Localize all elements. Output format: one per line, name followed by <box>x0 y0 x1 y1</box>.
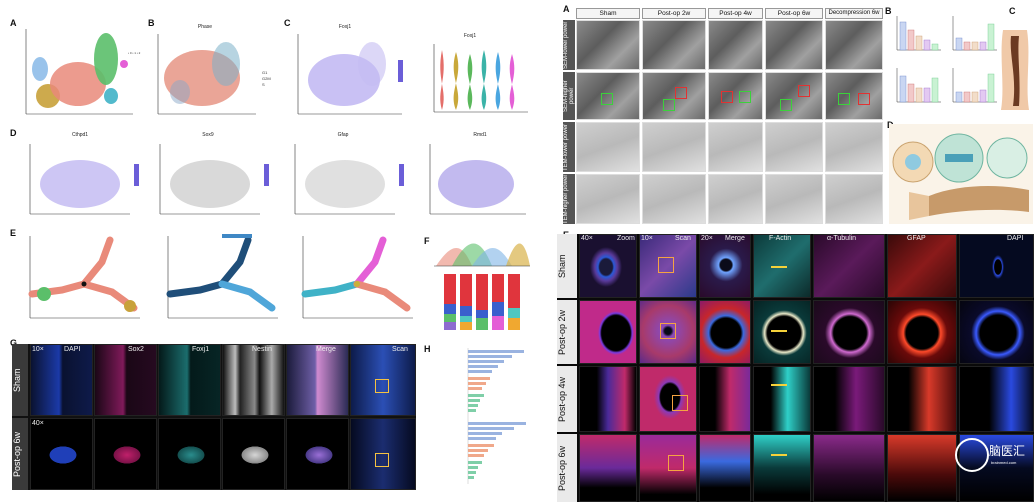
panel-label-g: G <box>10 338 18 348</box>
watermark-logo: 脑医汇 brainmed.com <box>955 434 1031 480</box>
b-bar-chart-3 <box>896 68 941 103</box>
phase-legend: G1 G2M S <box>262 70 271 88</box>
d-title-1: Cthpd1 <box>71 132 89 138</box>
umap-foxj1-plot <box>297 34 403 115</box>
e-col-zoom: Zoom <box>617 235 635 242</box>
em-col-sham: Sham <box>576 8 640 19</box>
phase-legend-g1: G1 <box>262 70 268 75</box>
panel-label-c: C <box>284 18 291 28</box>
em-row-sem-lower: SEM-lower power <box>563 20 575 70</box>
e-col-40x: 40× <box>581 235 593 242</box>
em-row-sem-higher: SEM-higher power <box>563 72 575 120</box>
density-plot <box>434 243 530 267</box>
g-col-dapi: DAPI <box>64 346 81 353</box>
e-col-scan: Scan <box>675 235 691 242</box>
panel-label-f: F <box>424 236 430 246</box>
r-panel-label-c: C <box>1009 6 1016 16</box>
g-col-sox2: Sox2 <box>128 346 144 353</box>
trajectory-state-plot <box>301 236 413 319</box>
panel-label-a: A <box>10 18 17 28</box>
em-col-6w: Post-op 6w <box>765 8 823 19</box>
svg-text:• 0 • 1 • 2: • 0 • 1 • 2 <box>128 51 141 55</box>
em-row-tem-lower: TEM-lower power <box>563 122 575 172</box>
em-col-2w: Post-op 2w <box>642 8 706 19</box>
g-row2-mag: 40× <box>32 420 44 427</box>
phase-legend-g2m: G2M <box>262 76 271 81</box>
b-bar-chart-4 <box>952 68 997 103</box>
g-row-sham: Sham <box>12 344 28 416</box>
e-col-tubulin: α-Tubulin <box>827 235 857 242</box>
g-col-foxj1: Foxj1 <box>192 346 210 353</box>
d-title-4: Rmd1 <box>473 132 487 138</box>
violin-plot <box>433 44 528 113</box>
e-col-dapi: DAPI <box>1007 235 1024 242</box>
e-col-20x: 20× <box>701 235 713 242</box>
arrow-icon <box>771 330 787 332</box>
r-panel-label-b: B <box>885 6 892 16</box>
e-col-factin: F-Actin <box>769 235 792 242</box>
d-title-3: Gfap <box>337 132 349 138</box>
umap-gene-3-plot <box>294 144 404 215</box>
e-col-gfap: GFAP <box>907 235 926 242</box>
g-row1-mag: 10× <box>32 346 44 353</box>
right-figure: A Sham Post-op 2w Post-op 4w Post-op 6w … <box>557 0 1034 502</box>
arrow-icon <box>771 384 787 386</box>
spinal-cord-illustration <box>1001 30 1029 110</box>
g-fluorescence-grid: Sham Post-op 6w 10× 40× DAPI Sox2 Foxj1 … <box>12 344 416 490</box>
phase-plot-title: Phase <box>197 24 213 30</box>
watermark-en: brainmed.com <box>991 460 1017 465</box>
neural-canal-illustration <box>889 124 1033 224</box>
go-enrichment-bar-plot <box>467 348 526 484</box>
em-row-tem-higher: TEM-higher power <box>563 174 575 224</box>
watermark-cn: 脑医汇 <box>989 444 1026 458</box>
stacked-bar-plot <box>444 274 520 330</box>
e-row-6w: Post-op 6w <box>557 434 577 502</box>
d-title-2: Sox9 <box>202 132 214 138</box>
panel-label-h: H <box>424 344 431 354</box>
panel-label-e: E <box>10 228 17 238</box>
b-bar-chart-2 <box>952 16 997 51</box>
left-figure: A B C • 0 • 1 • 2 Phase G1 G2M S Foxj1 F… <box>10 18 530 490</box>
umap-gene-1-plot <box>29 144 139 215</box>
em-col-4w: Post-op 4w <box>708 8 763 19</box>
e-row-4w: Post-op 4w <box>557 366 577 432</box>
b-bar-chart-1 <box>896 16 941 51</box>
trajectory-pseudotime-plot <box>166 234 278 319</box>
g-col-merge: Merge <box>316 346 336 353</box>
g-col-nestin: Nestin <box>252 346 272 353</box>
e-col-10x: 10× <box>641 235 653 242</box>
umap-phase-plot <box>157 34 256 115</box>
g-col-scan: Scan <box>392 346 408 353</box>
r-panel-label-a: A <box>563 4 570 14</box>
umap-clusters-plot: • 0 • 1 • 2 <box>25 29 141 115</box>
trajectory-clusters-plot <box>28 236 140 319</box>
panel-label-b: B <box>148 18 155 28</box>
arrow-icon <box>771 266 787 268</box>
em-col-decompression: Decompression 6w <box>825 8 883 19</box>
e-col-merge: Merge <box>725 235 745 242</box>
arrow-icon <box>771 454 787 456</box>
violin-plot-title: Foxj1 <box>463 33 477 39</box>
umap-gene-4-plot <box>429 144 526 215</box>
umap-gene-2-plot <box>159 144 269 215</box>
foxj1-plot-title: Foxj1 <box>338 24 352 30</box>
e-row-sham: Sham <box>557 234 577 298</box>
e-fluorescence-grid: Sham Post-op 2w Post-op 4w Post-op 6w <box>557 234 1034 502</box>
g-row-postop: Post-op 6w <box>12 418 28 490</box>
phase-legend-s: S <box>262 82 265 87</box>
panel-label-d: D <box>10 128 17 138</box>
e-row-2w: Post-op 2w <box>557 300 577 364</box>
